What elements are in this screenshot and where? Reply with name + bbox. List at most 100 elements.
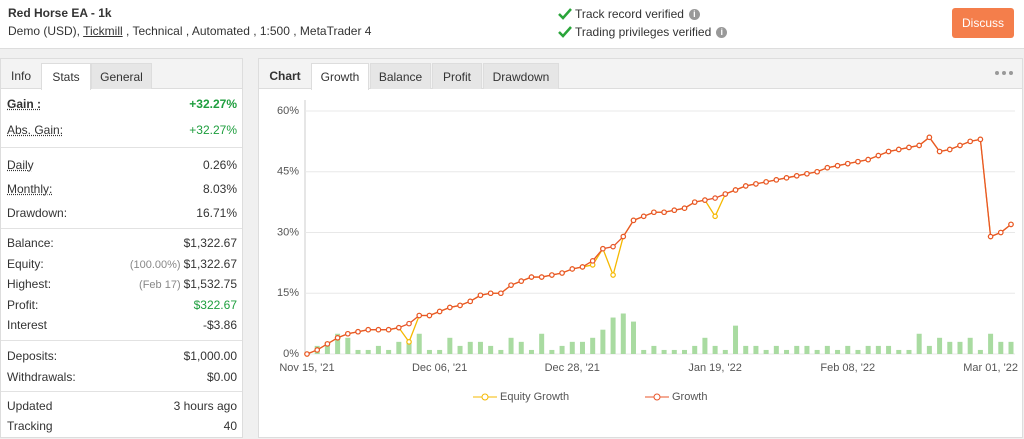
stat-value: $1,322.67 xyxy=(183,256,237,271)
stat-value: 8.03% xyxy=(202,182,237,196)
point xyxy=(610,243,616,250)
stat-value: 40 xyxy=(223,419,237,433)
bar xyxy=(835,349,841,354)
bar xyxy=(396,341,402,354)
tab[interactable]: Stats xyxy=(41,63,91,90)
stat-value-wrap: 3 hours ago xyxy=(174,399,237,413)
tab-bar: Chart Growth Balance Profit Drawdown xyxy=(259,59,1022,90)
bar xyxy=(365,349,371,354)
stat-label: Equity: xyxy=(7,256,44,271)
bar xyxy=(906,349,912,354)
stat-row: Drawdown: 16.71% xyxy=(7,201,237,225)
divider xyxy=(1,340,242,341)
bar xyxy=(569,341,575,354)
stat-value-wrap: (100.00%) $1,322.67 xyxy=(130,257,237,271)
bar xyxy=(437,349,443,354)
stat-value: +32.27% xyxy=(189,123,237,137)
stat-row: Daily 0.26% xyxy=(7,153,237,177)
stat-label: Withdrawals: xyxy=(7,369,76,384)
stat-row: Abs. Gain: +32.27% xyxy=(7,117,237,143)
bar xyxy=(528,349,534,354)
bar xyxy=(1008,341,1014,354)
stat-value-wrap: +32.27% xyxy=(189,97,237,111)
point xyxy=(834,162,841,169)
verified-text: Trading privileges verified xyxy=(575,25,712,39)
stat-value-wrap: 8.03% xyxy=(203,182,237,196)
point xyxy=(895,146,902,153)
bar xyxy=(549,349,555,354)
bar xyxy=(794,345,800,354)
tab[interactable]: Growth xyxy=(311,63,369,90)
stat-value: 3 hours ago xyxy=(173,399,237,413)
point xyxy=(712,213,718,220)
stat-label: Profit: xyxy=(7,297,39,312)
tab[interactable]: Balance xyxy=(370,63,431,89)
point xyxy=(681,205,688,212)
point xyxy=(426,312,433,319)
point xyxy=(477,292,484,299)
point xyxy=(324,341,331,347)
stat-note: (Feb 17) xyxy=(139,279,181,292)
point xyxy=(314,347,321,353)
x-tick-label: Jan 19, '22 xyxy=(688,362,741,374)
stat-value-wrap: +32.27% xyxy=(189,123,237,137)
point xyxy=(620,233,627,240)
stat-row: Updated 3 hours ago xyxy=(7,396,237,416)
bar xyxy=(957,341,963,354)
bar xyxy=(824,345,830,354)
bar xyxy=(508,337,514,354)
stat-label: Daily xyxy=(7,158,34,172)
tab-bar: Info Stats General xyxy=(1,59,242,90)
stat-value-wrap: 40 xyxy=(224,419,237,433)
tab[interactable]: Profit xyxy=(432,63,482,89)
info-icon[interactable]: i xyxy=(688,8,700,20)
bar xyxy=(692,345,698,354)
point xyxy=(457,302,463,309)
tab[interactable]: Info xyxy=(10,69,31,83)
bar xyxy=(886,345,892,354)
discuss-button[interactable]: Discuss xyxy=(952,8,1014,38)
bar xyxy=(518,341,524,354)
point xyxy=(640,213,647,220)
tab[interactable]: Drawdown xyxy=(483,63,559,89)
bar xyxy=(743,345,749,354)
stat-label: Deposits: xyxy=(7,348,58,363)
bar xyxy=(998,341,1004,354)
bar xyxy=(947,341,953,354)
stat-row: Balance: $1,322.67 xyxy=(7,233,237,254)
verified-row: Track record verified i xyxy=(558,6,727,22)
point xyxy=(579,264,586,270)
bar xyxy=(579,341,585,354)
point xyxy=(651,209,657,216)
stat-label: Drawdown: xyxy=(7,206,68,220)
bar xyxy=(875,345,881,354)
x-tick-label: Mar 01, '22 xyxy=(963,362,1018,374)
point xyxy=(559,270,565,276)
bar xyxy=(630,321,636,354)
point xyxy=(977,136,984,143)
bar xyxy=(926,345,932,354)
point xyxy=(844,160,851,167)
stat-label: Updated xyxy=(7,399,53,413)
bar xyxy=(773,345,779,354)
point xyxy=(355,328,361,335)
info-icon[interactable]: i xyxy=(716,26,728,38)
broker-link[interactable]: Tickmill xyxy=(83,24,123,38)
stat-row: Highest: (Feb 17) $1,532.75 xyxy=(7,274,237,295)
point xyxy=(549,272,555,278)
point xyxy=(742,183,749,189)
tab[interactable]: General xyxy=(91,63,152,89)
point xyxy=(334,334,341,341)
bar xyxy=(467,341,473,354)
point xyxy=(600,245,606,252)
legend-label: Growth xyxy=(672,391,707,403)
stat-label: Abs. Gain: xyxy=(7,123,64,137)
legend-marker xyxy=(653,393,661,401)
bar xyxy=(539,333,545,354)
bar xyxy=(335,333,341,354)
bar xyxy=(620,313,626,354)
x-tick-label: Dec 28, '21 xyxy=(545,362,600,374)
menu-dots[interactable] xyxy=(994,69,1014,77)
